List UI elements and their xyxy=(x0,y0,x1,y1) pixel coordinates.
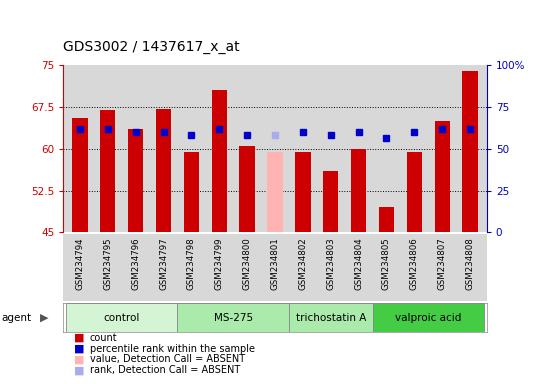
Text: ▶: ▶ xyxy=(40,313,48,323)
Bar xyxy=(128,129,144,232)
Text: GSM234795: GSM234795 xyxy=(103,238,112,290)
Bar xyxy=(239,146,255,232)
Bar xyxy=(434,121,450,232)
Text: GSM234805: GSM234805 xyxy=(382,238,391,290)
Text: GSM234808: GSM234808 xyxy=(465,238,475,290)
Text: value, Detection Call = ABSENT: value, Detection Call = ABSENT xyxy=(90,354,245,364)
Bar xyxy=(184,152,199,232)
Text: GSM234799: GSM234799 xyxy=(215,238,224,290)
Text: agent: agent xyxy=(1,313,31,323)
Text: GSM234801: GSM234801 xyxy=(271,238,279,290)
Bar xyxy=(212,90,227,232)
Bar xyxy=(66,303,178,332)
Text: GSM234802: GSM234802 xyxy=(298,238,307,290)
Bar xyxy=(463,71,478,232)
Text: GSM234794: GSM234794 xyxy=(75,238,85,290)
Text: GSM234804: GSM234804 xyxy=(354,238,363,290)
Bar xyxy=(323,171,338,232)
Text: trichostatin A: trichostatin A xyxy=(295,313,366,323)
Text: GDS3002 / 1437617_x_at: GDS3002 / 1437617_x_at xyxy=(63,40,240,54)
Text: percentile rank within the sample: percentile rank within the sample xyxy=(90,344,255,354)
Text: ■: ■ xyxy=(74,344,85,354)
Bar xyxy=(267,152,283,232)
Text: control: control xyxy=(103,313,140,323)
Bar xyxy=(379,207,394,232)
Text: GSM234803: GSM234803 xyxy=(326,238,335,290)
Bar xyxy=(100,110,116,232)
Text: ■: ■ xyxy=(74,354,85,364)
Bar xyxy=(72,118,87,232)
Text: ■: ■ xyxy=(74,365,85,375)
Bar xyxy=(295,152,311,232)
Text: MS-275: MS-275 xyxy=(213,313,253,323)
Text: GSM234798: GSM234798 xyxy=(187,238,196,290)
Text: GSM234796: GSM234796 xyxy=(131,238,140,290)
Text: valproic acid: valproic acid xyxy=(395,313,461,323)
Bar xyxy=(178,303,289,332)
Bar xyxy=(406,152,422,232)
Text: count: count xyxy=(90,333,117,343)
Text: rank, Detection Call = ABSENT: rank, Detection Call = ABSENT xyxy=(90,365,240,375)
Text: GSM234807: GSM234807 xyxy=(438,238,447,290)
Text: GSM234800: GSM234800 xyxy=(243,238,252,290)
Text: GSM234797: GSM234797 xyxy=(159,238,168,290)
Bar xyxy=(289,303,372,332)
Text: GSM234806: GSM234806 xyxy=(410,238,419,290)
Text: ■: ■ xyxy=(74,333,85,343)
Bar xyxy=(372,303,484,332)
Bar xyxy=(351,149,366,232)
Bar xyxy=(156,109,171,232)
